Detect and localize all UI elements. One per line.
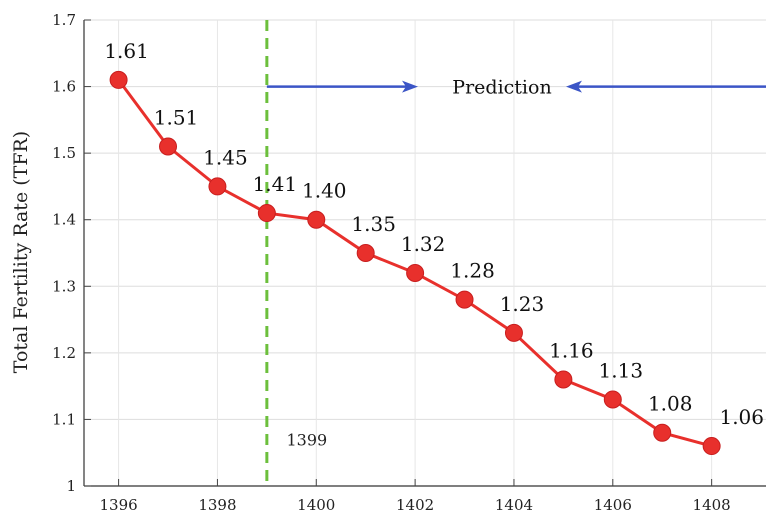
- y-tick-label: 1.3: [52, 277, 76, 295]
- data-point: [455, 290, 474, 309]
- prediction-annotation: Prediction: [266, 77, 766, 99]
- y-tick-label: 1.6: [52, 78, 76, 96]
- data-point: [406, 263, 425, 282]
- data-point: [702, 437, 721, 456]
- x-tick-label: 1404: [495, 496, 533, 514]
- data-point: [109, 70, 128, 89]
- data-label: 1.08: [648, 392, 693, 416]
- plot-frame: [83, 20, 766, 487]
- arrow-head-right: [402, 80, 418, 93]
- y-axis-ticks: 1 1.1 1.2 1.3 1.4 1.5 1.6 1.7: [52, 11, 91, 495]
- data-label: 1.51: [154, 105, 199, 129]
- data-label: 1.41: [253, 172, 298, 196]
- x-tick-label: 1408: [693, 496, 731, 514]
- data-point: [159, 137, 178, 156]
- y-tick-label: 1.7: [52, 11, 76, 29]
- data-point: [554, 370, 573, 389]
- data-point: [307, 210, 326, 229]
- data-point: [257, 204, 276, 223]
- y-axis-label: Total Fertility Rate (TFR): [10, 131, 32, 373]
- data-point: [208, 177, 227, 196]
- tfr-series: [109, 70, 721, 456]
- arrow-head-left: [566, 80, 582, 93]
- x-tick-label: 1398: [198, 496, 236, 514]
- data-label: 1.32: [401, 232, 446, 256]
- data-point: [653, 423, 672, 442]
- x-tick-label: 1400: [297, 496, 335, 514]
- data-label: 1.23: [500, 292, 545, 316]
- prediction-divider: 1399: [265, 20, 327, 486]
- data-label: 1.40: [302, 179, 347, 203]
- divider-label: 1399: [286, 430, 327, 449]
- data-point: [504, 323, 523, 342]
- x-axis-ticks: 1396 1398 1400 1402 1404 1406 1408: [100, 479, 731, 514]
- x-tick-label: 1406: [594, 496, 632, 514]
- data-label: 1.28: [450, 259, 495, 283]
- y-tick-label: 1.4: [52, 211, 76, 229]
- data-label: 1.45: [203, 145, 248, 169]
- y-tick-label: 1: [66, 477, 76, 495]
- data-label: 1.16: [549, 338, 594, 362]
- data-label: 1.06: [719, 405, 764, 429]
- y-tick-label: 1.1: [52, 410, 76, 428]
- data-label: 1.35: [351, 212, 396, 236]
- y-tick-label: 1.5: [52, 144, 76, 162]
- data-labels: 1.61 1.511.451.41 1.401.351.321.281.231.16…: [104, 39, 764, 429]
- data-point: [356, 244, 375, 262]
- data-label: 1.13: [599, 358, 644, 382]
- data-point: [603, 390, 622, 409]
- x-tick-label: 1402: [396, 496, 434, 514]
- x-tick-label: 1396: [100, 496, 138, 514]
- data-label: 1.61: [104, 39, 149, 63]
- prediction-label: Prediction: [452, 77, 551, 99]
- y-tick-label: 1.2: [52, 344, 76, 362]
